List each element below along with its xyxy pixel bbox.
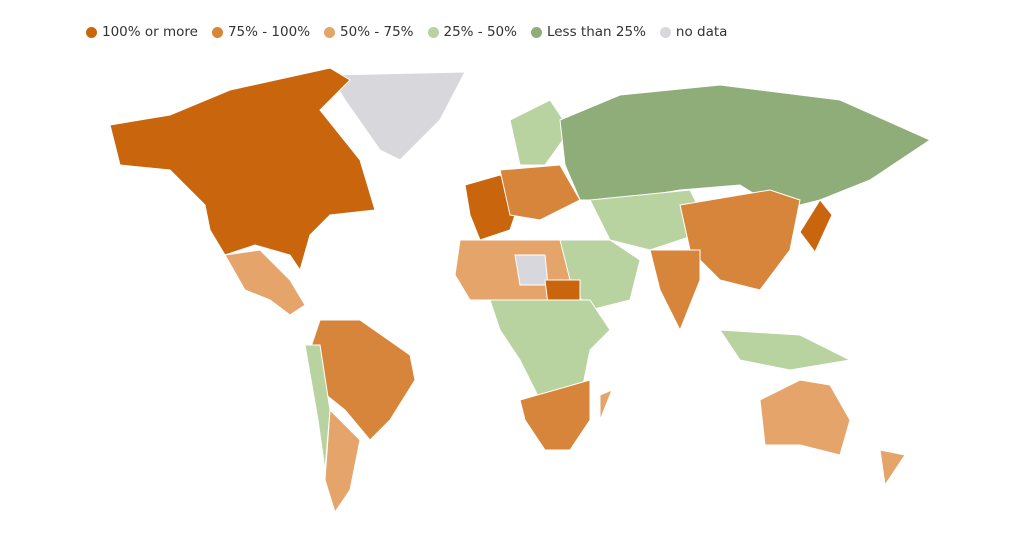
region [514,254,549,286]
legend-item[interactable]: no data [659,24,728,40]
legend-swatch [324,26,336,38]
legend-swatch [530,26,542,38]
legend-item[interactable]: 50% - 75% [324,24,414,40]
region [324,408,361,514]
legend-label: 25% - 50% [443,24,517,40]
legend-label: no data [675,24,728,40]
region [519,379,591,451]
region [499,164,581,221]
legend-swatch [211,26,223,38]
region [559,84,932,211]
region [759,379,851,456]
region [304,344,331,471]
legend-item[interactable]: 100% or more [86,24,198,40]
region [799,199,833,253]
legend-item[interactable]: Less than 25% [530,24,646,40]
region [719,329,852,371]
region [489,299,611,401]
region [649,249,701,332]
region [109,67,376,272]
legend-item[interactable]: 25% - 50% [427,24,517,40]
region [509,99,571,166]
legend-swatch [427,26,439,38]
legend-swatch [86,26,97,38]
legend-label: Less than 25% [546,24,646,40]
region [599,389,613,421]
legend: 100% or more 75% - 100% 50% - 75% 25% - 50%… [86,24,727,40]
legend-item[interactable]: 75% - 100% [211,24,311,40]
legend-label: 100% or more [102,24,198,40]
legend-swatch [659,26,671,38]
legend-label: 75% - 100% [227,24,311,40]
legend-label: 50% - 75% [340,24,414,40]
region [224,249,306,316]
region [329,71,466,161]
region [879,449,906,487]
